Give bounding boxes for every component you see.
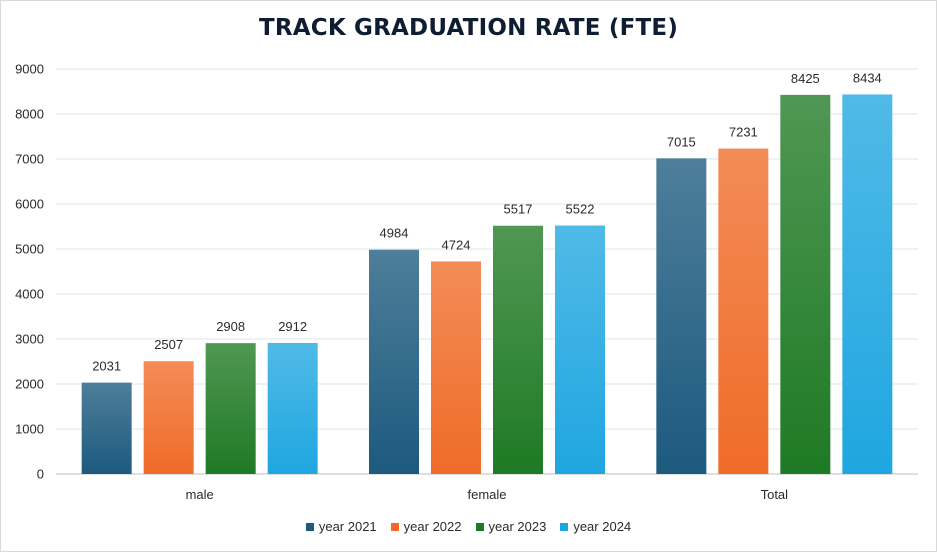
bar-year-2022-female bbox=[431, 261, 481, 474]
legend-item: year 2023 bbox=[475, 519, 547, 534]
y-tick-label: 2000 bbox=[15, 377, 44, 392]
data-label: 7015 bbox=[667, 134, 696, 149]
y-tick-label: 0 bbox=[37, 467, 44, 482]
data-label: 7231 bbox=[729, 125, 758, 140]
x-category-label: Total bbox=[761, 487, 789, 502]
legend-label: year 2024 bbox=[573, 519, 632, 534]
y-tick-label: 7000 bbox=[15, 152, 44, 167]
data-label: 8425 bbox=[791, 71, 820, 86]
legend-swatch bbox=[305, 522, 314, 531]
data-label: 2912 bbox=[278, 319, 307, 334]
x-category-label: male bbox=[186, 487, 214, 502]
legend-label: year 2021 bbox=[318, 519, 377, 534]
y-tick-label: 6000 bbox=[15, 197, 44, 212]
data-label: 5517 bbox=[504, 202, 533, 217]
gridlines bbox=[56, 68, 918, 475]
data-label: 2908 bbox=[216, 319, 245, 334]
legend-swatch bbox=[560, 522, 569, 531]
data-labels: 2031 2507 2908 2912 4984 4724 5517 5522 7015 7231… bbox=[92, 70, 882, 373]
legend-label: year 2022 bbox=[403, 519, 462, 534]
y-axis-ticks: 0 1000 2000 3000 4000 5000 6000 7000 8000 9000 bbox=[15, 62, 44, 482]
bar-year-2024-total bbox=[842, 94, 893, 474]
data-label: 5522 bbox=[566, 202, 595, 217]
bar-year-2023-female bbox=[493, 225, 543, 474]
bar-year-2024-male bbox=[267, 342, 318, 474]
x-category-label: female bbox=[467, 487, 506, 502]
legend-item: year 2021 bbox=[305, 519, 377, 534]
bar-year-2024-female bbox=[555, 225, 605, 474]
y-tick-label: 8000 bbox=[15, 107, 44, 122]
bar-year-2021-female bbox=[369, 249, 419, 474]
x-axis-categories: male female Total bbox=[186, 487, 789, 502]
data-label: 2507 bbox=[154, 337, 183, 352]
y-tick-label: 5000 bbox=[15, 242, 44, 257]
data-label: 8434 bbox=[853, 70, 882, 85]
data-label: 4724 bbox=[442, 237, 471, 252]
data-label: 2031 bbox=[92, 359, 121, 374]
bar-year-2021-total bbox=[656, 158, 707, 474]
bar-year-2022-male bbox=[143, 361, 194, 474]
legend-item: year 2022 bbox=[390, 519, 462, 534]
y-tick-label: 3000 bbox=[15, 332, 44, 347]
bar-year-2023-total bbox=[780, 94, 831, 474]
data-label: 4984 bbox=[380, 226, 409, 241]
bars bbox=[81, 94, 893, 475]
bar-year-2023-male bbox=[205, 343, 256, 474]
y-tick-label: 1000 bbox=[15, 422, 44, 437]
y-tick-label: 4000 bbox=[15, 287, 44, 302]
chart-title: TRACK GRADUATION RATE (FTE) bbox=[258, 15, 679, 41]
y-tick-label: 9000 bbox=[15, 62, 44, 77]
legend-swatch bbox=[390, 522, 399, 531]
legend: year 2021 year 2022 year 2023 year 2024 bbox=[1, 519, 936, 534]
bar-year-2022-total bbox=[718, 148, 769, 475]
legend-item: year 2024 bbox=[560, 519, 631, 534]
legend-label: year 2023 bbox=[488, 519, 547, 534]
bar-year-2021-male bbox=[81, 382, 132, 474]
legend-swatch bbox=[475, 522, 484, 531]
